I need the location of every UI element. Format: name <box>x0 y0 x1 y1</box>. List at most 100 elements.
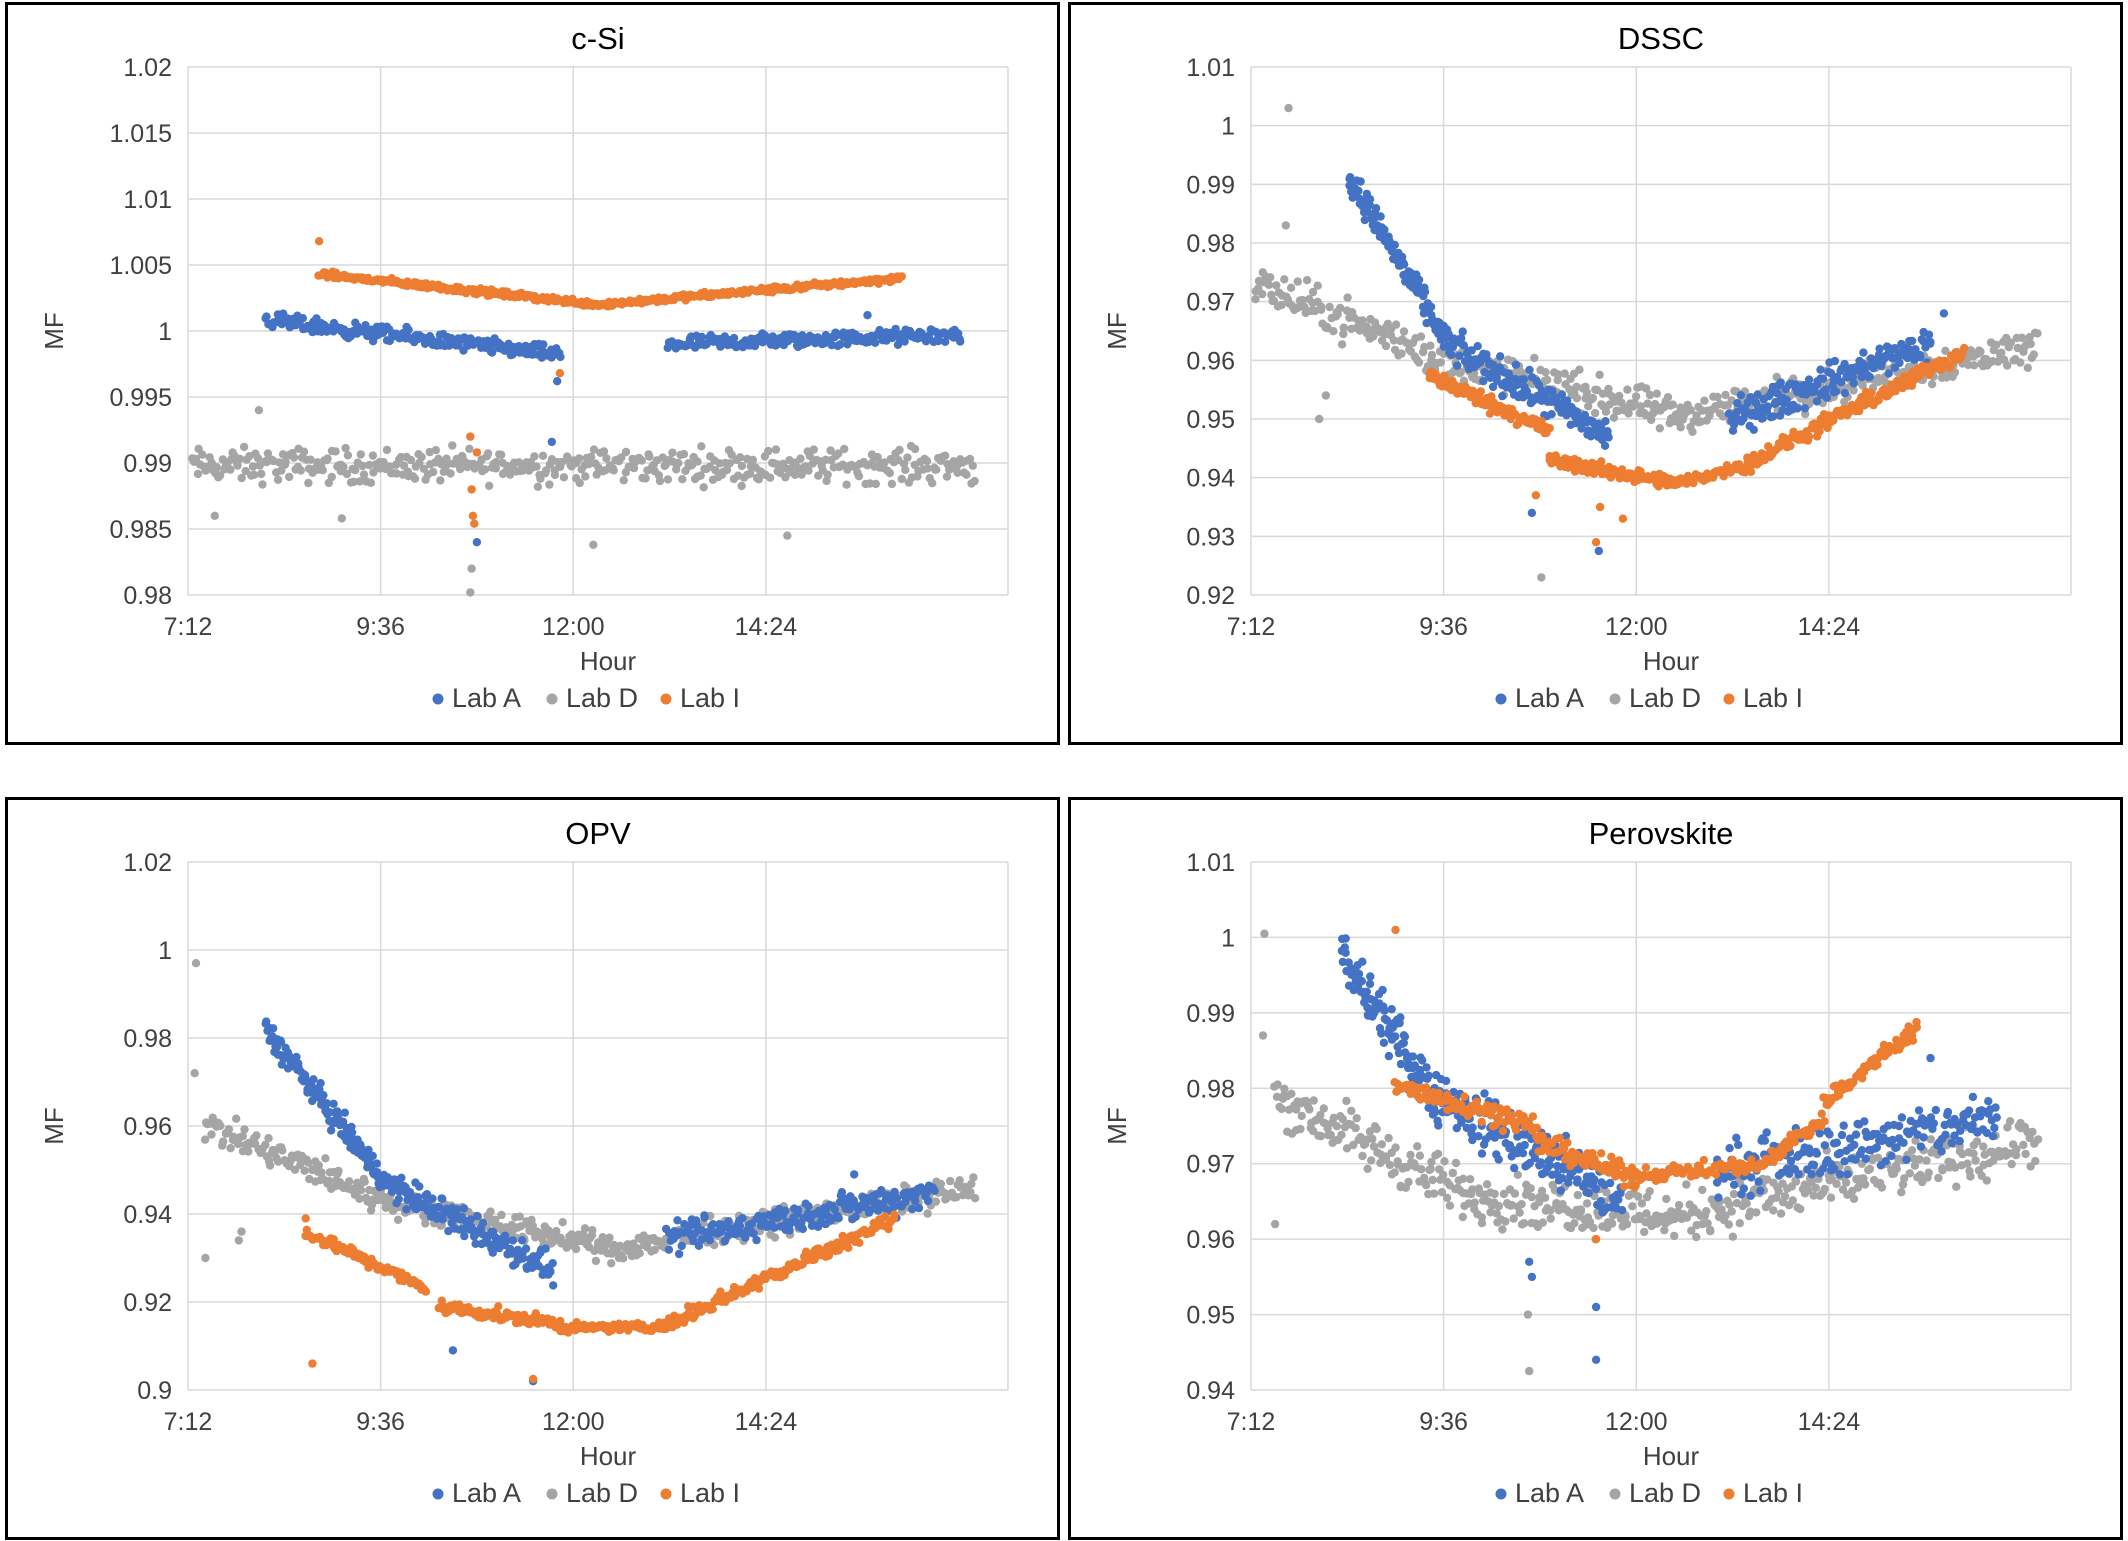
data-point <box>299 447 309 456</box>
data-point <box>1729 1189 1739 1199</box>
data-point <box>793 463 803 473</box>
data-point <box>1332 1122 1342 1131</box>
data-point <box>226 465 235 474</box>
data-point <box>591 1256 601 1266</box>
data-point <box>1895 358 1904 368</box>
legend-item-lab-d: Lab D <box>546 683 638 713</box>
legend-item-lab-a: Lab A <box>432 683 521 713</box>
data-point <box>487 348 497 357</box>
data-point <box>1517 1200 1526 1209</box>
data-point <box>1337 340 1347 349</box>
data-point <box>567 1230 576 1239</box>
data-point <box>339 1117 348 1127</box>
data-point <box>1260 929 1269 938</box>
data-point <box>1308 287 1318 297</box>
data-point <box>1406 1150 1415 1160</box>
data-point <box>1900 1174 1909 1183</box>
data-point <box>393 1215 403 1224</box>
data-point <box>1809 1191 1818 1200</box>
series-lab-i <box>301 1210 899 1384</box>
data-point <box>1470 1198 1479 1207</box>
data-point <box>619 476 628 485</box>
data-point <box>658 453 667 462</box>
data-point <box>895 445 904 455</box>
data-point <box>1258 1031 1268 1040</box>
data-point <box>1826 1193 1836 1202</box>
data-point <box>323 454 332 463</box>
data-point <box>697 442 706 451</box>
data-point <box>834 1214 843 1223</box>
data-point <box>465 444 474 453</box>
data-point <box>1510 1189 1520 1198</box>
data-point <box>946 1176 955 1186</box>
data-point <box>1992 340 2001 349</box>
legend-marker <box>660 693 672 705</box>
data-point <box>339 462 348 472</box>
data-point <box>229 1132 238 1141</box>
data-point <box>1875 344 1884 353</box>
data-point <box>478 1218 488 1227</box>
chart-panel-c-si: c-Si 0.98 0.985 0.99 0.995 1 1.005 1.01 1.015 1.0… <box>5 2 1060 745</box>
data-point <box>881 1212 890 1221</box>
data-point <box>1399 260 1409 269</box>
y-tick-label: 0.94 <box>1186 465 1235 493</box>
y-tick-label: 1.01 <box>1186 849 1235 877</box>
y-tick-label: 1.02 <box>123 849 172 877</box>
data-point <box>1618 514 1628 523</box>
data-point <box>1404 1177 1413 1187</box>
data-point <box>216 1121 225 1130</box>
x-tick-label: 7:12 <box>164 613 213 641</box>
series-lab-i <box>314 237 906 528</box>
data-point <box>471 1239 480 1248</box>
data-point <box>1692 411 1701 420</box>
data-point <box>207 1130 216 1139</box>
data-point <box>394 1195 403 1204</box>
data-point <box>1480 1089 1489 1098</box>
data-point <box>1963 1159 1972 1168</box>
data-point <box>1590 408 1600 418</box>
data-point <box>1390 240 1399 250</box>
data-point <box>1575 365 1584 374</box>
data-point <box>1622 1219 1632 1229</box>
x-axis-label: Hour <box>1643 646 1700 676</box>
data-point <box>1525 365 1534 375</box>
data-point <box>1926 1135 1935 1144</box>
data-point <box>438 1215 447 1224</box>
data-point <box>855 1238 864 1247</box>
data-point <box>460 1231 469 1241</box>
data-point <box>1363 1164 1372 1173</box>
data-point <box>1286 283 1296 292</box>
data-point <box>306 455 315 464</box>
data-point <box>1349 1140 1358 1150</box>
data-point <box>258 480 267 489</box>
data-point <box>1595 502 1605 512</box>
data-point <box>1873 1153 1883 1162</box>
data-point <box>562 1243 571 1252</box>
data-point <box>334 1166 343 1176</box>
data-point <box>589 445 599 454</box>
data-point <box>1840 359 1849 369</box>
legend-label: Lab A <box>452 683 521 713</box>
data-point <box>1938 1166 1947 1175</box>
data-point <box>1468 1135 1477 1145</box>
data-point <box>1427 1157 1436 1167</box>
data-point <box>406 455 416 465</box>
x-axis-label: Hour <box>580 646 637 676</box>
data-point <box>1468 1123 1477 1132</box>
data-point <box>1637 1199 1647 1208</box>
data-point <box>970 476 979 486</box>
data-point <box>764 446 773 456</box>
data-point <box>1686 406 1695 415</box>
data-point <box>1523 1310 1533 1319</box>
data-point <box>517 1236 527 1245</box>
data-point <box>901 465 910 475</box>
x-tick-label: 12:00 <box>1605 613 1668 641</box>
legend-label: Lab D <box>1629 683 1701 713</box>
data-point <box>1323 1124 1332 1133</box>
data-point <box>1538 1218 1547 1227</box>
data-point <box>650 1245 659 1255</box>
data-point <box>890 1187 899 1197</box>
data-point <box>2031 1156 2040 1166</box>
data-point <box>738 1214 747 1223</box>
data-point <box>1976 347 1985 356</box>
